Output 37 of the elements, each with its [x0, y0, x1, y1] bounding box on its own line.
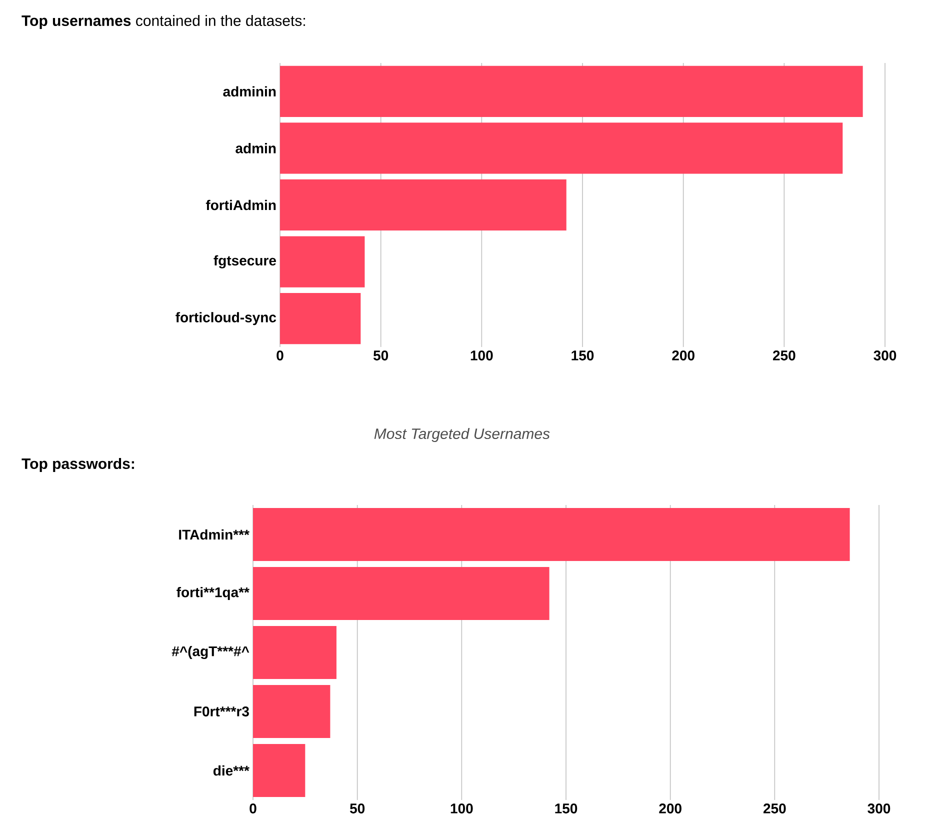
- bar: [253, 684, 330, 738]
- bar: [280, 122, 843, 174]
- bar: [253, 626, 336, 680]
- x-tick-label: 50: [350, 804, 365, 814]
- bar: [253, 744, 306, 798]
- x-tick-label: 200: [659, 804, 682, 814]
- y-tick-label: #^(agT***#^: [172, 646, 250, 660]
- x-tick-label: 150: [555, 804, 578, 814]
- text: Top passwords:: [22, 458, 134, 472]
- y-tick-label: admin: [236, 143, 276, 154]
- bar: [280, 293, 361, 344]
- x-tick-label: 300: [868, 804, 890, 814]
- bar: [253, 566, 550, 620]
- x-tick-label: 300: [874, 350, 896, 360]
- y-tick-label: fgtsecure: [214, 255, 276, 268]
- bar: [280, 179, 566, 231]
- chart-title: Top usernames contained in the datasets:: [22, 15, 305, 29]
- x-tick-label: 50: [373, 350, 388, 360]
- x-tick-label: 100: [470, 350, 493, 360]
- y-tick-label: forti**1qa**: [176, 586, 250, 600]
- bar: [280, 236, 365, 288]
- x-tick-label: 100: [450, 804, 473, 814]
- y-tick-label: forticloud-sync: [176, 312, 276, 326]
- y-tick-label: F0rt***r3: [194, 706, 249, 716]
- y-tick-label: die***: [213, 765, 250, 776]
- x-tick-label: 0: [276, 350, 284, 360]
- y-tick-label: adminin: [223, 86, 276, 97]
- y-tick-label: ITAdmin***: [179, 529, 250, 540]
- x-tick-label: 150: [572, 350, 594, 360]
- y-tick-label: fortiAdmin: [206, 200, 276, 210]
- x-tick-label: 0: [250, 804, 256, 814]
- x-tick-label: 250: [772, 350, 796, 360]
- bar: [253, 508, 850, 562]
- x-tick-label: 250: [763, 804, 786, 814]
- bar: [280, 66, 863, 117]
- text: Most Targeted Usernames: [374, 428, 550, 442]
- x-tick-label: 200: [672, 350, 694, 360]
